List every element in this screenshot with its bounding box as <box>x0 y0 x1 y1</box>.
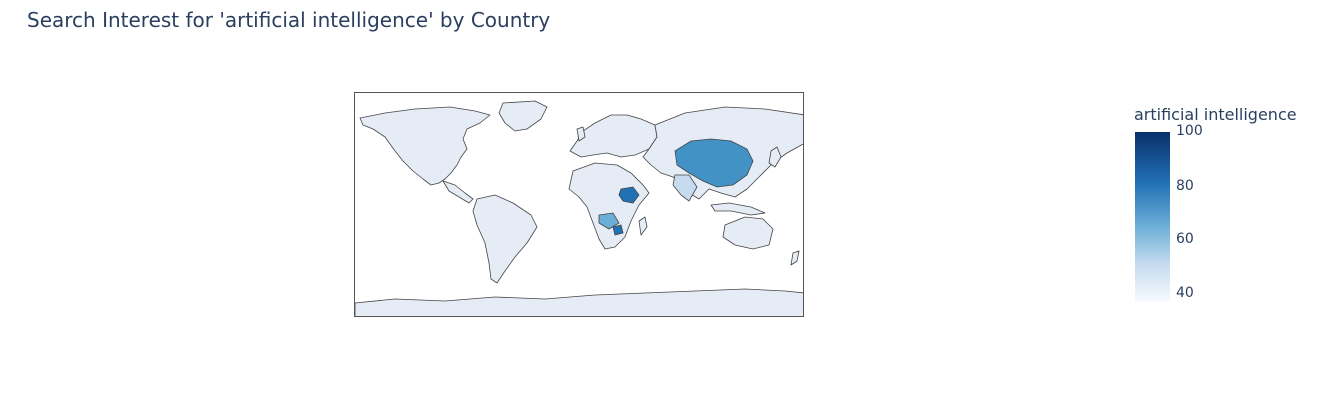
ethiopia-region[interactable] <box>618 186 640 204</box>
colorbar-title: artificial intelligence <box>1134 105 1297 124</box>
colorbar-tick-60: 60 <box>1176 231 1194 247</box>
indonesia <box>710 202 766 216</box>
colorbar-tick-40: 40 <box>1176 285 1194 301</box>
africa <box>568 162 650 250</box>
australia <box>722 216 774 250</box>
chart-title: Search Interest for 'artificial intellig… <box>27 8 551 32</box>
new-zealand <box>790 250 800 266</box>
china-region[interactable] <box>674 138 754 188</box>
map-svg <box>355 100 803 316</box>
colorbar-tick-80: 80 <box>1176 178 1194 194</box>
south-america <box>472 194 538 284</box>
central-america <box>442 180 474 204</box>
north-america <box>359 106 491 186</box>
world-map[interactable] <box>354 92 804 317</box>
uk <box>576 126 586 142</box>
india-region[interactable] <box>672 174 698 202</box>
colorbar-tick-100: 100 <box>1176 123 1203 139</box>
zambia-region[interactable] <box>598 212 620 230</box>
greenland <box>498 100 548 132</box>
japan <box>768 146 782 168</box>
zimbabwe-region[interactable] <box>612 224 624 236</box>
antarctica <box>355 288 803 316</box>
madagascar <box>638 216 648 236</box>
colorbar <box>1135 132 1170 302</box>
